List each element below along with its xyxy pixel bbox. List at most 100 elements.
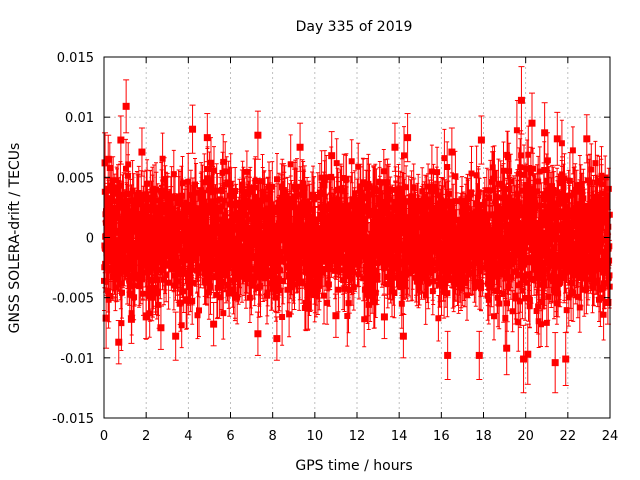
data-point: [520, 324, 528, 394]
point-marker: [380, 313, 388, 321]
x-tick-label: 4: [184, 429, 192, 444]
x-tick-label: 6: [226, 429, 234, 444]
data-point: [541, 102, 549, 164]
point-marker: [254, 330, 262, 338]
point-marker: [399, 332, 407, 340]
x-tick-label: 12: [349, 429, 366, 444]
data-point: [117, 115, 125, 165]
data-point: [122, 79, 130, 134]
data-point: [448, 127, 456, 177]
data-point: [444, 330, 452, 380]
point-marker: [553, 135, 561, 143]
point-marker: [328, 152, 336, 160]
data-point: [210, 301, 218, 347]
x-tick-label: 14: [391, 429, 408, 444]
data-point: [477, 115, 485, 165]
x-tick-label: 0: [100, 429, 108, 444]
point-marker: [562, 355, 570, 363]
point-marker: [551, 359, 559, 367]
y-tick-label: -0.01: [60, 352, 94, 367]
data-point: [189, 104, 197, 154]
data-point: [254, 110, 262, 160]
data-point: [203, 113, 211, 163]
point-marker: [142, 313, 150, 321]
point-marker: [102, 314, 110, 322]
y-tick-label: 0: [86, 232, 94, 247]
x-tick-label: 24: [602, 429, 619, 444]
point-marker: [172, 332, 180, 340]
data-point: [551, 332, 559, 394]
point-marker: [444, 351, 452, 359]
point-marker: [157, 324, 165, 332]
data-point: [332, 293, 340, 338]
x-tick-label: 8: [269, 429, 277, 444]
point-marker: [296, 143, 304, 151]
data-point: [101, 132, 109, 194]
data-point: [553, 111, 561, 166]
point-marker: [583, 135, 591, 143]
chart-title: Day 335 of 2019: [296, 19, 413, 35]
data-point: [328, 131, 336, 181]
point-marker: [524, 350, 532, 358]
x-tick-label: 16: [433, 429, 450, 444]
data-point: [273, 316, 281, 361]
data-point: [380, 294, 388, 340]
y-tick-label: 0.015: [57, 51, 94, 66]
data-point: [138, 127, 146, 177]
point-marker: [254, 131, 262, 139]
point-marker: [122, 102, 130, 110]
point-marker: [189, 125, 197, 133]
x-tick-label: 10: [307, 429, 324, 444]
data-point: [503, 321, 511, 376]
x-axis-label: GPS time / hours: [295, 458, 412, 474]
point-marker: [503, 344, 511, 352]
data-point: [528, 92, 536, 154]
data-point: [115, 320, 123, 365]
data-point: [562, 332, 570, 387]
point-marker: [273, 335, 281, 343]
point-marker: [138, 148, 146, 156]
y-tick-label: -0.005: [52, 292, 94, 307]
point-marker: [203, 134, 211, 142]
point-marker: [104, 155, 112, 163]
data-point: [142, 294, 150, 340]
data-point: [524, 323, 532, 385]
point-marker: [404, 134, 412, 142]
point-marker: [448, 148, 456, 156]
point-marker: [391, 143, 399, 151]
data-points: [101, 66, 612, 394]
point-marker: [115, 338, 123, 346]
y-axis: -0.015 -0.01 -0.005 0 0.005 0.01 0.015: [52, 51, 610, 427]
data-point: [399, 314, 407, 359]
x-tick-label: 20: [517, 429, 534, 444]
y-tick-label: -0.015: [52, 412, 94, 427]
point-marker: [541, 129, 549, 137]
data-point: [391, 122, 399, 172]
x-tick-label: 2: [142, 429, 150, 444]
point-marker: [475, 351, 483, 359]
y-tick-label: 0.01: [65, 111, 94, 126]
point-marker: [101, 159, 109, 167]
data-point: [404, 113, 412, 163]
data-point: [254, 311, 262, 356]
x-axis: 0 2 4 6 8 10 12 14 16 18 20 22 24: [100, 57, 618, 444]
x-tick-label: 18: [475, 429, 492, 444]
point-marker: [332, 312, 340, 320]
data-point: [172, 311, 180, 361]
data-point: [583, 114, 591, 164]
y-axis-label: GNSS SOLERA-drift / TECUs: [7, 143, 23, 334]
point-marker: [517, 96, 525, 104]
data-point: [517, 66, 525, 135]
data-point: [104, 134, 112, 184]
point-marker: [604, 298, 612, 306]
point-marker: [127, 315, 135, 323]
y-tick-label: 0.005: [57, 171, 94, 186]
x-tick-label: 22: [560, 429, 577, 444]
data-point: [127, 294, 135, 344]
data-point: [296, 122, 304, 172]
point-marker: [520, 355, 528, 363]
point-marker: [528, 119, 536, 127]
point-marker: [210, 320, 218, 328]
point-marker: [477, 136, 485, 144]
